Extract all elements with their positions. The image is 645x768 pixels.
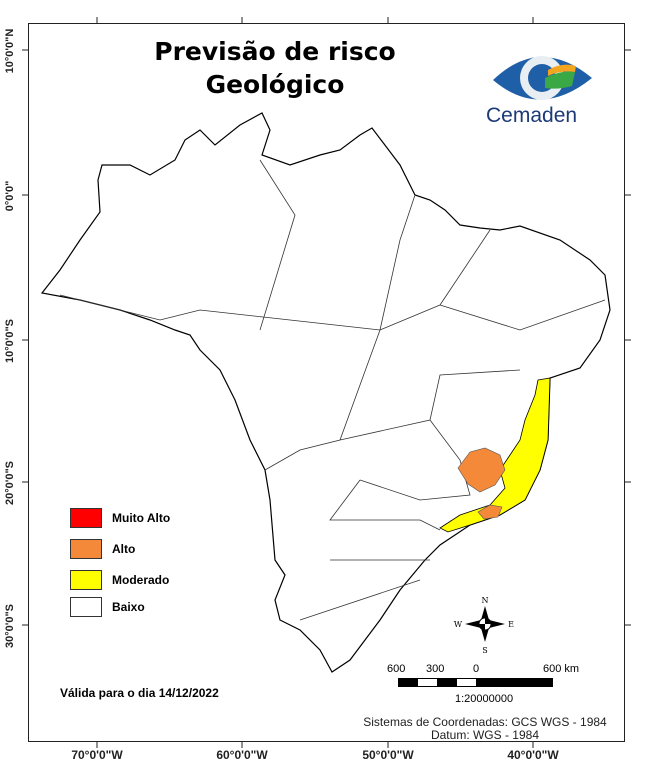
datum-line: Datum: WGS - 1984 — [430, 728, 540, 742]
legend-swatch — [70, 539, 102, 559]
lon-label: 40°0'0"W — [507, 748, 559, 762]
compass-w: W — [454, 620, 463, 629]
axis-ticks — [22, 17, 631, 748]
scale-label: 600 — [387, 663, 406, 675]
legend-muito-alto: Muito Alto — [70, 508, 170, 528]
north-arrow-icon: N S W E — [454, 596, 514, 655]
legend-label: Moderado — [112, 573, 170, 587]
scale-label: 600 km — [543, 663, 580, 675]
legend-moderado: Moderado — [70, 570, 169, 590]
scale-label: 300 — [426, 663, 445, 675]
lon-label: 60°0'0"W — [216, 748, 268, 762]
coordinate-system-line: Sistemas de Coordenadas: GCS WGS - 1984 — [363, 715, 607, 729]
brazil-outline — [40, 112, 611, 673]
compass-s: S — [482, 646, 487, 655]
map-frame — [28, 23, 625, 742]
compass-n: N — [482, 596, 489, 605]
lat-label: 10°0'0"N — [4, 28, 16, 74]
cemaden-logo-icon — [493, 56, 592, 100]
risk-area-alto — [457, 447, 506, 493]
legend-swatch — [70, 570, 102, 590]
lat-label: 0°0'0" — [4, 180, 16, 212]
validity-date: Válida para o dia 14/12/2022 — [60, 686, 219, 700]
title-line-1: Previsão de risco — [154, 37, 396, 66]
risk-area-moderado — [439, 377, 551, 533]
scale-ratio: 1:20000000 — [455, 693, 514, 705]
legend-baixo: Baixo — [70, 597, 145, 617]
legend-alto: Alto — [70, 539, 135, 559]
compass-e: E — [508, 620, 514, 629]
coordinate-system: Sistemas de Coordenadas: GCS WGS - 1984 … — [350, 716, 620, 742]
state-borders — [59, 159, 606, 621]
logo-text: Cemaden — [486, 104, 578, 127]
legend-label: Baixo — [112, 600, 145, 614]
scale-bar — [398, 678, 553, 687]
risk-area-alto — [477, 504, 503, 520]
lon-label: 50°0'0"W — [362, 748, 414, 762]
map-title: Previsão de risco Geológico — [150, 35, 400, 101]
scale-label: 0 — [473, 663, 480, 675]
lat-label: 20°0'0"S — [4, 460, 16, 506]
title-line-2: Geológico — [205, 70, 345, 99]
lon-label: 70°0'0"W — [71, 748, 123, 762]
legend-swatch — [70, 508, 102, 528]
lat-label: 10°0'0"S — [4, 318, 16, 364]
legend-swatch — [70, 597, 102, 617]
lat-label: 30°0'0"S — [4, 603, 16, 649]
legend-label: Alto — [112, 542, 136, 556]
legend-label: Muito Alto — [112, 511, 171, 525]
